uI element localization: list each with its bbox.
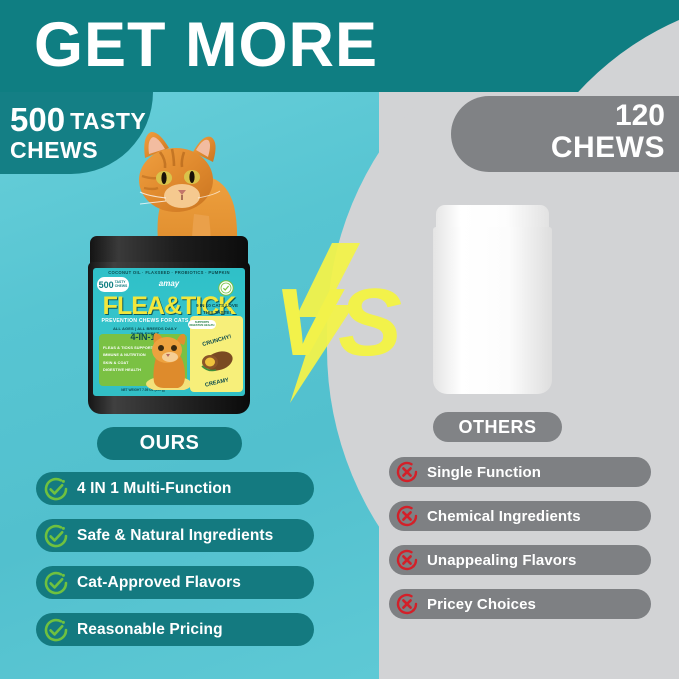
check-circle-icon: [44, 618, 68, 641]
ours-feature-list: 4 IN 1 Multi-Function Safe & Natural Ing…: [36, 472, 314, 660]
others-list-item: Pricey Choices: [389, 589, 651, 619]
competitor-jar: [433, 205, 552, 394]
others-item-label: Unappealing Flavors: [427, 551, 577, 569]
label-4in1: 4-IN-1: [130, 332, 156, 342]
label-net-weight: NET WEIGHT 7.05 OZ (200 g): [121, 388, 165, 392]
x-circle-icon: [396, 549, 418, 571]
ours-item-label: Reasonable Pricing: [77, 620, 223, 638]
right-count-text: 120 CHEWS: [465, 100, 665, 163]
others-item-label: Single Function: [427, 463, 541, 481]
label-cat-photo: [146, 333, 192, 390]
right-count-badge: [451, 96, 679, 172]
left-count-number: 500: [10, 101, 66, 138]
others-list-item: Unappealing Flavors: [389, 545, 651, 575]
others-item-label: Pricey Choices: [427, 595, 536, 613]
label-subtitle-2: ALL AGES | ALL BREEDS DAILY SUPPLEMENT: [112, 326, 178, 336]
label-feature-list: FLEAS & TICKS SUPPORT IMMUNE & NUTRITION…: [103, 345, 183, 374]
label-feature-3: DIGESTIVE HEALTH: [103, 367, 142, 372]
label-brand: amay: [158, 279, 180, 288]
label-count-number: 500: [98, 279, 114, 290]
label-count-badge: 500 TASTY CHEWS: [97, 277, 129, 292]
others-item-label: Chemical Ingredients: [427, 507, 581, 525]
x-circle-icon: [396, 461, 418, 483]
check-circle-icon: [44, 571, 68, 594]
label-quality-seal-icon: [218, 280, 234, 296]
x-circle-icon: [396, 593, 418, 615]
ours-list-item: Safe & Natural Ingredients: [36, 519, 314, 552]
versus-badge: VS: [274, 243, 402, 403]
ours-item-label: 4 IN 1 Multi-Function: [77, 479, 232, 497]
label-digestive-badge: SUPPORTS DIGESTIVE HEALTH: [188, 320, 216, 329]
ours-item-label: Cat-Approved Flavors: [77, 573, 241, 591]
label-subtitle: PREVENTION CHEWS FOR CATS: [101, 318, 189, 324]
jar-label: COCONUT OIL · FLAXSEED · PROBIOTICS · PU…: [93, 268, 245, 396]
chew-treat-icon: [201, 351, 233, 372]
check-circle-icon: [44, 524, 68, 547]
versus-label: VS: [274, 269, 402, 376]
others-heading-pill: OTHERS: [433, 412, 562, 442]
competitor-jar-lid: [436, 205, 549, 231]
ours-heading-pill: OURS: [97, 427, 242, 460]
label-feature-2: SKIN & COAT: [103, 360, 129, 365]
ours-list-item: 4 IN 1 Multi-Function: [36, 472, 314, 505]
label-taste-claim: 9 IN 10 CATS LOVE THIS TASTE!: [195, 303, 239, 316]
check-circle-icon: [44, 477, 68, 500]
left-count-word2: CHEWS: [10, 136, 99, 163]
left-count-word1: TASTY: [70, 108, 147, 134]
ours-item-label: Safe & Natural Ingredients: [77, 526, 274, 544]
label-count-words: TASTY CHEWS: [114, 279, 128, 288]
right-count-word: CHEWS: [550, 130, 665, 164]
others-feature-list: Single Function Chemical Ingredients Una…: [389, 457, 651, 633]
label-feature-1: IMMUNE & NUTRITION: [103, 353, 146, 358]
our-product-jar: COCONUT OIL · FLAXSEED · PROBIOTICS · PU…: [88, 236, 250, 414]
others-heading-label: OTHERS: [458, 416, 537, 437]
label-feature-0: FLEAS & TICKS SUPPORT: [103, 346, 154, 350]
label-title: FLEA&TICK: [102, 292, 237, 320]
ours-list-item: Reasonable Pricing: [36, 613, 314, 646]
competitor-jar-body: [433, 227, 552, 394]
ours-heading-label: OURS: [139, 432, 200, 454]
left-count-text: 500 TASTY CHEWS: [10, 103, 170, 162]
others-list-item: Single Function: [389, 457, 651, 487]
others-list-item: Chemical Ingredients: [389, 501, 651, 531]
x-circle-icon: [396, 505, 418, 527]
label-ingredients: COCONUT OIL · FLAXSEED · PROBIOTICS · PU…: [108, 270, 230, 275]
ours-list-item: Cat-Approved Flavors: [36, 566, 314, 599]
header-band: [0, 0, 679, 92]
page-title: GET MORE: [34, 10, 379, 80]
right-count-number: 120: [614, 99, 665, 132]
jar-lid: [90, 236, 248, 266]
